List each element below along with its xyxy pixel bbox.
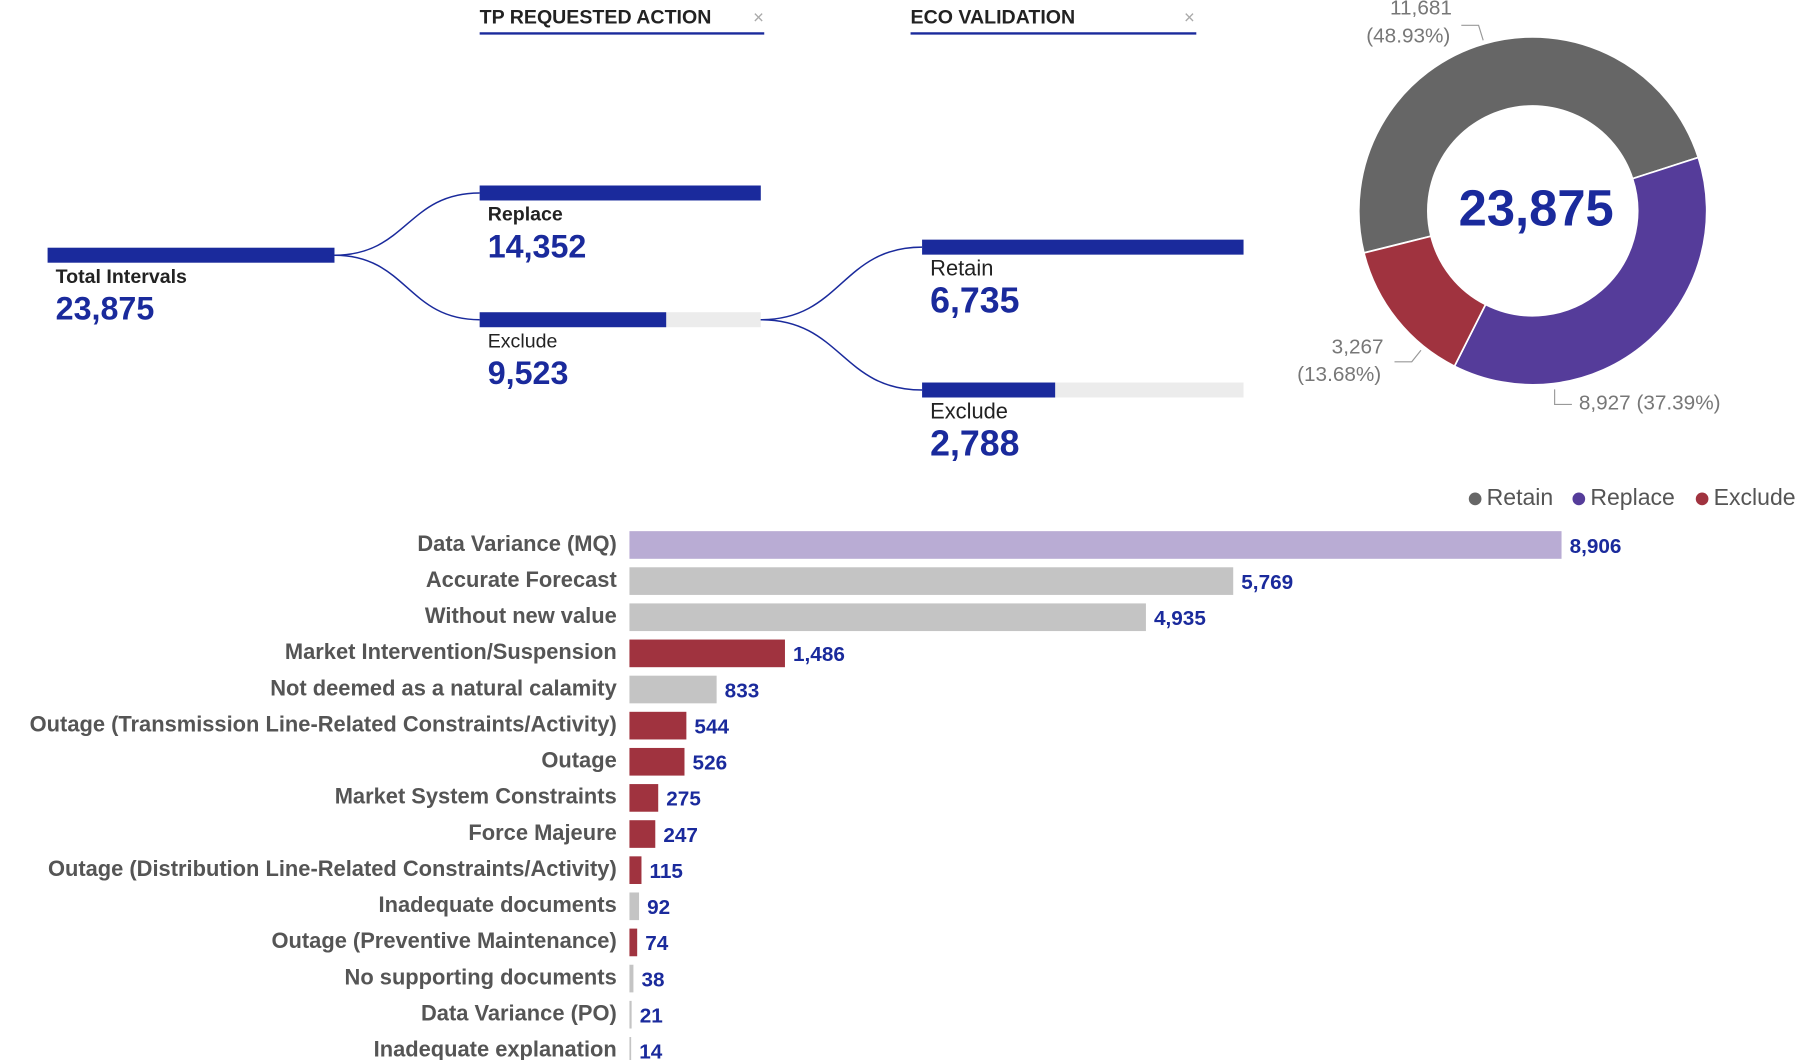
node-value: 2,788 bbox=[930, 423, 1019, 463]
category-label: Outage (Transmission Line-Related Constr… bbox=[30, 711, 617, 736]
node-label: Total Intervals bbox=[56, 266, 187, 288]
donut-total: 23,875 bbox=[1459, 179, 1614, 236]
value-label: 544 bbox=[694, 715, 729, 738]
value-label: 38 bbox=[641, 968, 664, 991]
tree-bar bbox=[47, 247, 335, 263]
slice-percent: (48.93%) bbox=[1366, 24, 1450, 47]
bar bbox=[629, 747, 685, 776]
slice-value: 11,681 bbox=[1390, 0, 1452, 20]
close-icon[interactable]: × bbox=[1184, 6, 1195, 27]
slice-value: 8,927 bbox=[1579, 392, 1631, 415]
connector bbox=[334, 192, 480, 256]
value-label: 115 bbox=[650, 860, 683, 883]
bar bbox=[629, 531, 1562, 559]
legend-dot bbox=[1468, 492, 1482, 506]
category-label: Market System Constraints bbox=[335, 784, 617, 809]
bar bbox=[629, 603, 1146, 632]
value-label: 8,906 bbox=[1570, 535, 1622, 558]
bar bbox=[629, 711, 687, 740]
bar bbox=[629, 639, 785, 668]
value-label: 1,486 bbox=[793, 643, 845, 666]
donut-slice bbox=[1357, 36, 1700, 254]
category-label: Inadequate documents bbox=[379, 892, 617, 917]
category-label: Accurate Forecast bbox=[426, 567, 618, 592]
category-label: Market Intervention/Suspension bbox=[285, 639, 617, 664]
category-label: Outage bbox=[541, 748, 616, 773]
node-label: Exclude bbox=[488, 330, 558, 352]
connector bbox=[760, 246, 923, 321]
legend-label: Exclude bbox=[1714, 484, 1796, 510]
node-value: 6,735 bbox=[930, 280, 1019, 320]
value-label: 833 bbox=[725, 679, 760, 702]
leader-line bbox=[1394, 349, 1422, 363]
slice-label: 8,927 (37.39%) bbox=[1579, 392, 1721, 415]
connector bbox=[760, 318, 923, 391]
legend-label: Retain bbox=[1487, 484, 1554, 510]
node-value: 9,523 bbox=[488, 355, 569, 391]
leader-line bbox=[1461, 24, 1484, 41]
legend-label: Replace bbox=[1590, 484, 1675, 510]
category-label: Outage (Distribution Line-Related Constr… bbox=[48, 856, 617, 881]
column-header: ECO VALIDATION bbox=[911, 7, 1076, 29]
node-label: Exclude bbox=[930, 398, 1008, 423]
slice-percent: (13.68%) bbox=[1297, 363, 1381, 386]
node-label: Retain bbox=[930, 255, 993, 280]
donut-slice bbox=[1453, 156, 1708, 386]
bar bbox=[629, 567, 1234, 595]
bar bbox=[629, 820, 656, 848]
tree-bar bbox=[922, 382, 1056, 398]
close-icon[interactable]: × bbox=[753, 6, 764, 27]
tree-bar bbox=[479, 312, 667, 328]
category-label: Data Variance (PO) bbox=[421, 1000, 617, 1025]
category-label: Inadequate explanation bbox=[374, 1037, 617, 1060]
category-label: No supporting documents bbox=[345, 964, 617, 989]
node-value: 14,352 bbox=[488, 228, 587, 264]
tree-bar bbox=[922, 239, 1244, 255]
connector bbox=[334, 254, 480, 321]
value-label: 275 bbox=[666, 788, 701, 811]
legend-dot bbox=[1695, 492, 1709, 506]
category-label: Force Majeure bbox=[468, 820, 616, 845]
value-label: 5,769 bbox=[1241, 571, 1293, 594]
value-label: 14 bbox=[639, 1041, 663, 1060]
donut-slice bbox=[1362, 235, 1487, 368]
value-label: 74 bbox=[645, 932, 669, 955]
bar bbox=[629, 1037, 632, 1060]
bar bbox=[629, 928, 638, 957]
node-label: Replace bbox=[488, 204, 563, 226]
bar bbox=[629, 675, 717, 704]
bar bbox=[629, 1000, 632, 1029]
node-value: 23,875 bbox=[56, 291, 155, 327]
leader-line bbox=[1554, 389, 1572, 405]
category-label: Data Variance (MQ) bbox=[417, 531, 616, 556]
value-label: 4,935 bbox=[1154, 607, 1206, 630]
bar bbox=[629, 892, 640, 921]
category-label: Without new value bbox=[425, 603, 617, 628]
bar bbox=[629, 784, 659, 812]
tree-bar bbox=[479, 185, 761, 201]
bar bbox=[629, 856, 642, 884]
category-label: Outage (Preventive Maintenance) bbox=[272, 928, 617, 953]
bar bbox=[629, 964, 634, 993]
value-label: 92 bbox=[647, 896, 670, 919]
column-header: TP REQUESTED ACTION bbox=[480, 7, 712, 29]
legend-dot bbox=[1572, 492, 1586, 506]
slice-value: 3,267 bbox=[1332, 335, 1384, 358]
value-label: 247 bbox=[663, 824, 698, 847]
slice-percent: (37.39%) bbox=[1636, 392, 1720, 415]
category-label: Not deemed as a natural calamity bbox=[270, 675, 617, 700]
value-label: 526 bbox=[693, 752, 728, 775]
value-label: 21 bbox=[640, 1004, 663, 1027]
